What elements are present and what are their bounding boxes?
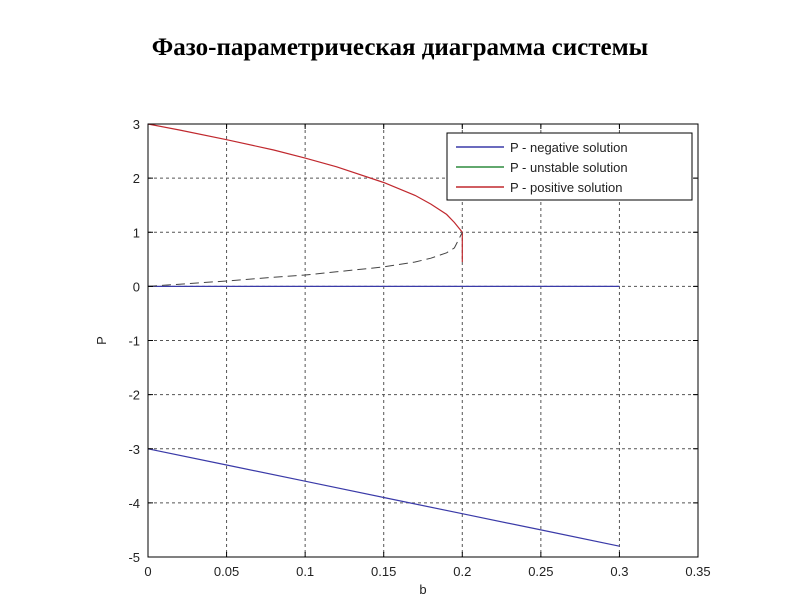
y-axis-label: P [94,336,109,345]
series-line-p-unstable-solution [147,232,463,287]
x-tick-label: 0.05 [214,564,239,579]
y-tick-label: 0 [133,279,140,294]
y-tick-label: -2 [128,388,140,403]
x-tick-label: 0.25 [528,564,553,579]
slide-title: Фазо-параметрическая диаграмма системы [151,34,649,61]
series-line-p-positive-solution [147,123,463,233]
legend-label: P - positive solution [510,180,623,195]
legend-label: P - negative solution [510,140,628,155]
x-tick-label: 0.15 [371,564,396,579]
tick-labels: 0 0.05 0.1 0.15 0.2 0.25 0.3 0.35 -5 -4 -3 -2 -1 0 1 2 3 [128,117,710,579]
x-tick-label: 0.3 [610,564,628,579]
x-tick-label: 0.1 [296,564,314,579]
y-tick-label: -1 [128,334,140,349]
y-tick-label: -3 [128,442,140,457]
x-tick-label: 0.35 [685,564,710,579]
y-tick-label: 2 [133,171,140,186]
y-tick-label: 1 [133,225,140,240]
legend: P - negative solution P - unstable soluti… [446,132,693,201]
x-tick-label: 0.2 [453,564,471,579]
series-line-p-negative-solution [147,448,620,547]
y-tick-label: -5 [128,550,140,565]
x-axis-label: b [419,582,426,597]
legend-label: P - unstable solution [510,160,628,175]
y-tick-label: 3 [133,117,140,132]
series-layer [147,123,620,547]
y-tick-label: -4 [128,496,140,511]
x-tick-label: 0 [144,564,151,579]
